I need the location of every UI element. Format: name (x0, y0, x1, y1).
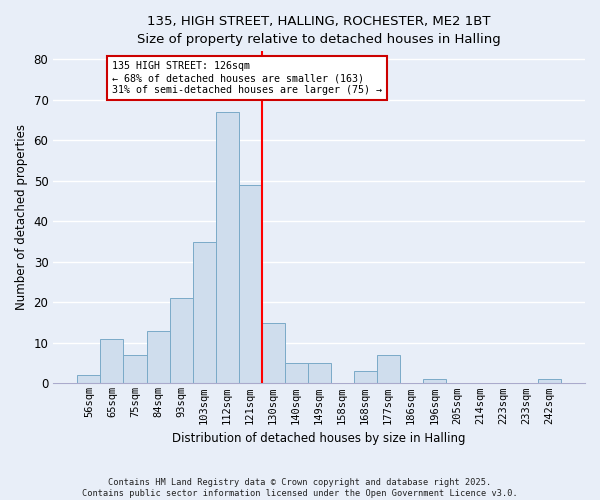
Bar (100, 339, 124, 384)
Bar (538, 380, 561, 384)
Bar (377, 355, 400, 384)
Bar (215, 112, 239, 384)
Bar (262, 322, 284, 384)
Y-axis label: Number of detached properties: Number of detached properties (15, 124, 28, 310)
X-axis label: Distribution of detached houses by size in Halling: Distribution of detached houses by size … (172, 432, 466, 445)
Text: Contains HM Land Registry data © Crown copyright and database right 2025.
Contai: Contains HM Land Registry data © Crown c… (82, 478, 518, 498)
Bar (146, 330, 170, 384)
Bar (124, 355, 146, 384)
Text: 135 HIGH STREET: 126sqm
← 68% of detached houses are smaller (163)
31% of semi-d: 135 HIGH STREET: 126sqm ← 68% of detache… (112, 62, 382, 94)
Bar (423, 380, 446, 384)
Title: 135, HIGH STREET, HALLING, ROCHESTER, ME2 1BT
Size of property relative to detac: 135, HIGH STREET, HALLING, ROCHESTER, ME… (137, 15, 501, 46)
Bar (170, 298, 193, 384)
Bar (77, 376, 100, 384)
Bar (353, 371, 377, 384)
Bar (193, 242, 215, 384)
Bar (284, 363, 308, 384)
Bar (239, 185, 262, 384)
Bar (308, 363, 331, 384)
